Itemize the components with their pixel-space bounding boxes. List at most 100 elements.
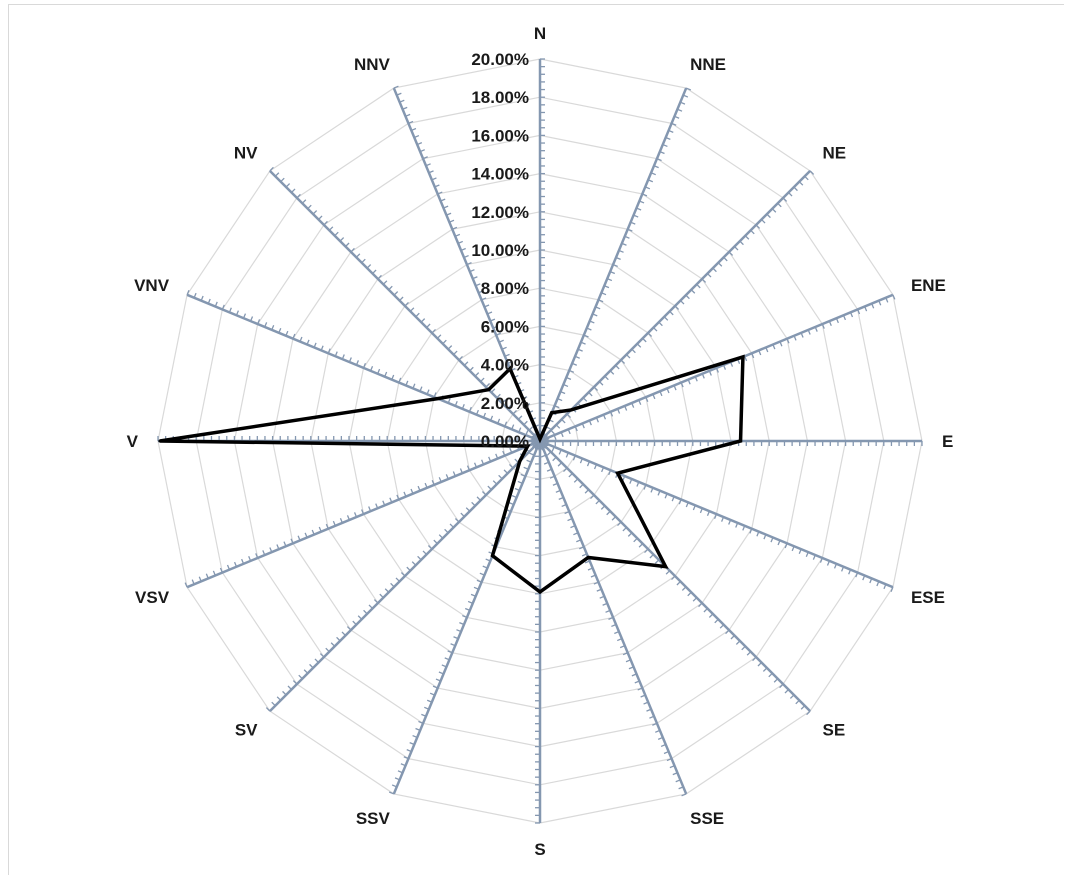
axis-tick xyxy=(671,122,677,126)
axis-tick xyxy=(560,431,564,438)
axis-tick xyxy=(645,396,649,403)
axis-tick xyxy=(391,784,397,788)
axis-tick xyxy=(819,557,823,563)
axis-tick xyxy=(306,339,310,345)
axis-tick xyxy=(842,315,847,321)
axis-tick xyxy=(713,513,718,519)
axis-tick xyxy=(777,540,781,546)
data-point-vsv xyxy=(526,444,530,448)
axis-tick xyxy=(568,369,575,373)
axis-tick xyxy=(586,327,592,331)
data-point-nnv xyxy=(508,367,512,371)
axis-tick xyxy=(426,323,431,329)
axis-tick xyxy=(511,494,517,499)
axis-tick xyxy=(372,269,377,274)
axis-tick xyxy=(456,629,462,633)
data-point-n xyxy=(538,437,542,441)
axis-tick xyxy=(330,642,336,647)
axis-tick xyxy=(517,480,523,484)
axis-tick xyxy=(382,280,388,285)
axis-tick xyxy=(579,483,584,489)
axis-tick xyxy=(757,662,762,667)
axis-tick xyxy=(309,663,314,669)
axis-tick xyxy=(346,626,352,631)
axis-tick xyxy=(325,523,329,529)
axis-tick xyxy=(546,468,552,472)
axis-tick xyxy=(517,415,523,420)
axis-tick xyxy=(652,393,656,400)
axis-tick xyxy=(619,645,626,649)
axis-tick xyxy=(812,554,816,560)
tick-label: 12.00% xyxy=(471,203,529,222)
axis-tick xyxy=(299,336,303,342)
axis-tick xyxy=(514,487,520,492)
axis-tick xyxy=(362,363,367,369)
axis-tick xyxy=(699,507,703,514)
axis-tick xyxy=(373,599,379,604)
axis-tick xyxy=(355,360,359,366)
axis-tick xyxy=(481,491,487,496)
axis-tick xyxy=(631,673,637,677)
axis-spoke xyxy=(269,440,541,712)
axis-tick xyxy=(601,292,607,296)
axis-tick xyxy=(687,379,691,385)
axis-tick xyxy=(443,205,449,209)
axis-tick xyxy=(388,791,395,795)
axis-tick xyxy=(703,608,708,613)
axis-tick xyxy=(601,467,605,473)
series-layer xyxy=(158,354,745,595)
axis-tick xyxy=(609,270,616,275)
axis-tick xyxy=(766,213,771,219)
data-point-sv xyxy=(518,459,522,463)
axis-tick xyxy=(319,653,325,658)
axis-tick xyxy=(680,382,684,388)
axis-tick xyxy=(412,734,418,739)
axis-tick xyxy=(752,656,757,662)
axis-tick xyxy=(501,346,507,350)
axis-tick xyxy=(408,120,414,124)
axis-tick xyxy=(645,186,651,190)
axis-tick xyxy=(276,544,280,550)
axis-tick xyxy=(590,574,596,578)
axis-tick xyxy=(399,99,405,103)
axis-tick xyxy=(219,567,223,573)
axis-tick xyxy=(627,228,633,232)
axis-tick xyxy=(555,424,561,429)
axis-tick xyxy=(599,595,605,599)
axis-tick xyxy=(583,334,589,338)
axis-tick xyxy=(576,539,582,543)
axis-tick xyxy=(653,165,659,169)
axis-tick xyxy=(636,343,642,348)
axis-tick xyxy=(669,765,675,769)
axis-tick xyxy=(804,175,809,181)
axis-tick xyxy=(573,532,579,536)
axis-tick xyxy=(633,537,638,543)
axis-tick xyxy=(416,142,423,146)
axis-tick xyxy=(529,452,535,456)
axis-tick xyxy=(555,489,561,493)
axis-tick xyxy=(472,276,478,280)
axis-tick xyxy=(480,377,485,383)
axis-tick xyxy=(631,402,635,408)
axis-tick xyxy=(788,192,793,197)
axis-tick xyxy=(396,92,402,96)
axis-tick xyxy=(191,579,195,585)
tick-label: 8.00% xyxy=(481,279,529,298)
axis-tick xyxy=(806,710,811,716)
direction-label-nne: NNE xyxy=(690,55,726,74)
axis-tick xyxy=(624,405,628,411)
axis-tick xyxy=(454,401,458,407)
axis-tick xyxy=(460,247,466,252)
axis-tick xyxy=(701,278,707,283)
axis-tick xyxy=(649,715,655,719)
axis-tick xyxy=(593,464,598,470)
axis-tick xyxy=(311,529,315,535)
axis-tick xyxy=(406,749,412,753)
axis-tick xyxy=(592,313,598,317)
axis-tick xyxy=(457,240,464,244)
axis-tick xyxy=(871,303,875,309)
axis-tick xyxy=(690,289,696,294)
axis-tick xyxy=(427,545,433,550)
axis-tick xyxy=(660,743,666,748)
